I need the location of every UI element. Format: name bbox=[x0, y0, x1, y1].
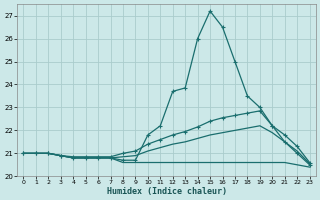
X-axis label: Humidex (Indice chaleur): Humidex (Indice chaleur) bbox=[107, 187, 227, 196]
